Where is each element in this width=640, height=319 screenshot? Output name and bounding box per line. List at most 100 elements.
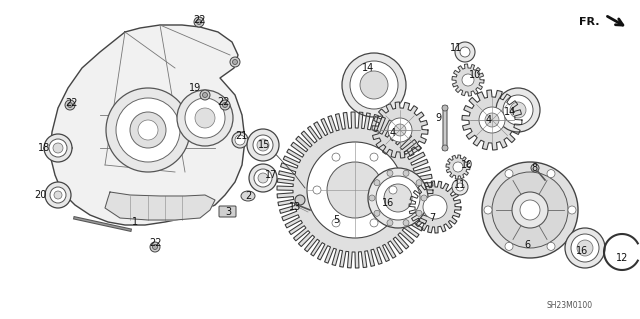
Circle shape	[455, 42, 475, 62]
Circle shape	[106, 88, 190, 172]
Circle shape	[247, 129, 279, 161]
Text: 13: 13	[289, 202, 301, 212]
Text: 21: 21	[235, 131, 247, 141]
Circle shape	[460, 47, 470, 57]
Circle shape	[295, 195, 305, 205]
Circle shape	[150, 242, 160, 252]
Circle shape	[416, 210, 422, 216]
Circle shape	[313, 186, 321, 194]
Polygon shape	[372, 102, 428, 158]
Circle shape	[253, 135, 273, 155]
Text: 19: 19	[189, 83, 201, 93]
Text: 14: 14	[362, 63, 374, 73]
Text: 2: 2	[245, 191, 251, 201]
Circle shape	[232, 60, 237, 64]
Circle shape	[116, 98, 180, 162]
Circle shape	[360, 71, 388, 99]
Text: 4: 4	[390, 128, 396, 138]
Text: 12: 12	[616, 253, 628, 263]
Circle shape	[482, 162, 578, 258]
Text: 16: 16	[576, 246, 588, 256]
Circle shape	[462, 74, 474, 86]
Circle shape	[54, 191, 62, 199]
Circle shape	[510, 102, 526, 118]
Circle shape	[49, 139, 67, 157]
Ellipse shape	[241, 191, 255, 201]
Text: 16: 16	[382, 198, 394, 208]
Circle shape	[387, 170, 393, 176]
Circle shape	[452, 179, 468, 195]
Circle shape	[327, 162, 383, 218]
Circle shape	[568, 206, 576, 214]
Circle shape	[505, 242, 513, 250]
Circle shape	[220, 100, 230, 110]
Circle shape	[485, 113, 499, 127]
Circle shape	[370, 153, 378, 161]
Circle shape	[195, 108, 215, 128]
Circle shape	[368, 168, 428, 228]
Circle shape	[44, 134, 72, 162]
Circle shape	[196, 19, 202, 25]
Polygon shape	[446, 155, 470, 179]
Circle shape	[202, 93, 207, 98]
Circle shape	[369, 195, 375, 201]
Circle shape	[505, 170, 513, 178]
Text: 7: 7	[429, 213, 435, 223]
Circle shape	[571, 234, 599, 262]
Circle shape	[258, 173, 268, 183]
Circle shape	[479, 107, 505, 133]
Polygon shape	[462, 90, 522, 150]
Text: 5: 5	[333, 215, 339, 225]
Circle shape	[235, 135, 245, 145]
Text: 8: 8	[531, 163, 537, 173]
Text: 15: 15	[258, 140, 270, 150]
Circle shape	[374, 210, 380, 216]
Circle shape	[138, 120, 158, 140]
Circle shape	[403, 220, 409, 226]
Circle shape	[394, 124, 406, 136]
Circle shape	[254, 169, 272, 187]
Circle shape	[456, 183, 464, 191]
Polygon shape	[277, 112, 433, 268]
Circle shape	[577, 240, 593, 256]
Circle shape	[53, 143, 63, 153]
Text: 17: 17	[265, 170, 277, 180]
Circle shape	[45, 182, 71, 208]
Circle shape	[547, 170, 555, 178]
Text: 22: 22	[65, 98, 77, 108]
Text: SH23M0100: SH23M0100	[547, 300, 593, 309]
Text: FR.: FR.	[579, 17, 600, 27]
Circle shape	[384, 184, 412, 212]
Circle shape	[67, 102, 72, 108]
Text: 9: 9	[435, 113, 441, 123]
Polygon shape	[50, 25, 245, 225]
Circle shape	[387, 220, 393, 226]
Circle shape	[257, 139, 269, 151]
Circle shape	[453, 162, 463, 172]
Circle shape	[403, 170, 409, 176]
Circle shape	[332, 219, 340, 227]
Circle shape	[65, 100, 75, 110]
Circle shape	[350, 61, 398, 109]
Text: 18: 18	[38, 143, 50, 153]
Text: 22: 22	[193, 15, 205, 25]
Circle shape	[442, 105, 448, 111]
Circle shape	[185, 98, 225, 138]
Circle shape	[232, 132, 248, 148]
Circle shape	[547, 242, 555, 250]
Polygon shape	[105, 192, 215, 220]
Circle shape	[389, 186, 397, 194]
Text: 20: 20	[34, 190, 46, 200]
Circle shape	[376, 176, 420, 220]
Circle shape	[50, 187, 66, 203]
Text: 4: 4	[486, 115, 492, 125]
Circle shape	[230, 57, 240, 67]
Circle shape	[152, 244, 157, 249]
Circle shape	[421, 195, 427, 201]
Circle shape	[484, 206, 492, 214]
Text: 6: 6	[524, 240, 530, 250]
Circle shape	[332, 153, 340, 161]
Circle shape	[223, 102, 227, 108]
Circle shape	[503, 95, 533, 125]
Circle shape	[388, 118, 412, 142]
